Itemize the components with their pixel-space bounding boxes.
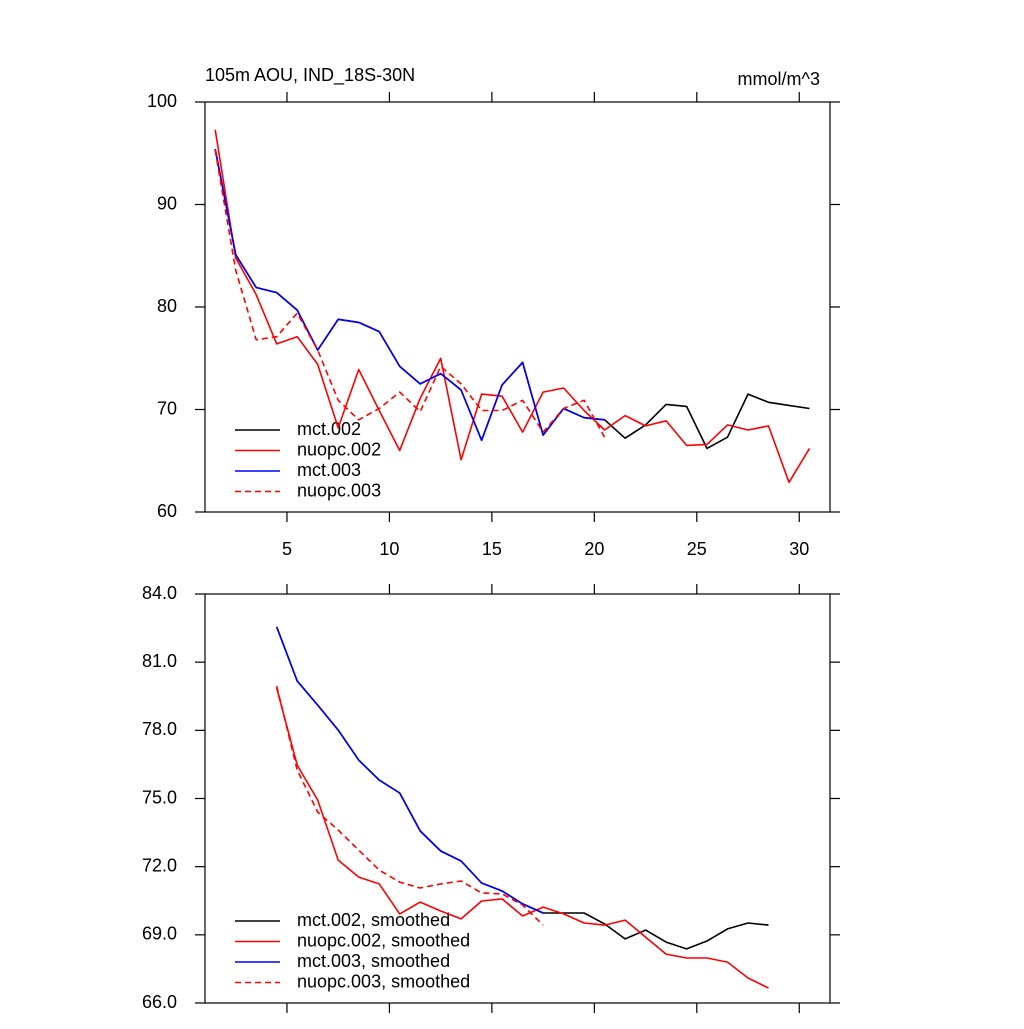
y-tick-label: 60 xyxy=(157,501,177,521)
legend-label: nuopc.002, smoothed xyxy=(297,930,470,950)
data-line xyxy=(275,626,544,914)
y-tick-label: 80 xyxy=(157,296,177,316)
y-tick-label: 66.0 xyxy=(142,992,177,1012)
x-tick-label: 20 xyxy=(584,539,604,559)
legend-label: mct.003 xyxy=(297,460,361,480)
y-tick-label: 78.0 xyxy=(142,719,177,739)
x-tick-label: 30 xyxy=(789,539,809,559)
legend-label: nuopc.002 xyxy=(297,439,381,459)
data-line xyxy=(275,626,769,950)
x-tick-label: 5 xyxy=(282,539,292,559)
x-tick-label: 25 xyxy=(687,539,707,559)
y-tick-label: 84.0 xyxy=(142,583,177,603)
units-label: mmol/m^3 xyxy=(738,69,820,89)
data-line xyxy=(275,685,544,926)
legend-label: mct.003, smoothed xyxy=(297,951,450,971)
y-tick-label: 70 xyxy=(157,398,177,418)
data-line xyxy=(214,129,811,484)
y-tick-label: 81.0 xyxy=(142,651,177,671)
data-line xyxy=(214,148,605,442)
y-tick-label: 90 xyxy=(157,193,177,213)
data-line xyxy=(214,150,606,438)
y-tick-label: 69.0 xyxy=(142,924,177,944)
y-tick-label: 100 xyxy=(147,91,177,111)
x-tick-label: 10 xyxy=(379,539,399,559)
legend-label: nuopc.003, smoothed xyxy=(297,971,470,991)
legend-label: mct.002, smoothed xyxy=(297,910,450,930)
x-tick-label: 15 xyxy=(482,539,502,559)
data-line xyxy=(214,148,810,450)
y-tick-label: 72.0 xyxy=(142,855,177,875)
y-tick-label: 75.0 xyxy=(142,787,177,807)
legend-label: mct.002 xyxy=(297,419,361,439)
chart-title: 105m AOU, IND_18S-30N xyxy=(205,65,415,86)
legend-label: nuopc.003 xyxy=(297,480,381,500)
data-line xyxy=(275,687,769,989)
